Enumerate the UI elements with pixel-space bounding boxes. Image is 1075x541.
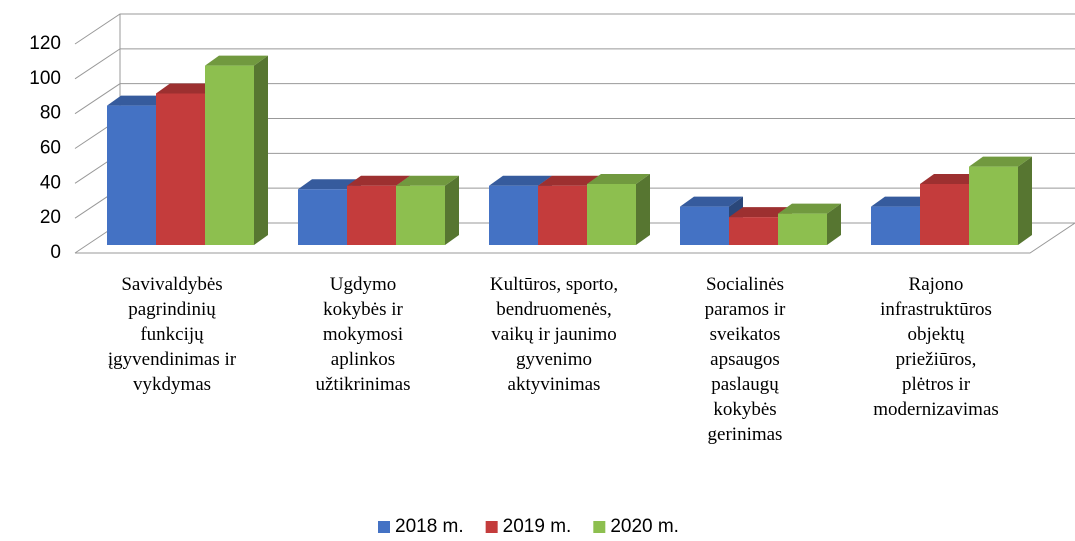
bar-side [445,175,459,245]
bar-front [729,217,778,245]
bar-top [778,203,841,214]
bar-top [107,95,170,106]
y-tick-label: 0 [50,242,61,263]
floor-edge [75,222,1075,254]
bar-side [254,55,268,245]
bar [969,156,1032,245]
grid-line [74,13,1075,45]
bar-top [156,83,219,94]
x-tick-label: Rajono infrastruktūros objektų priežiūro… [873,274,999,420]
y-tick-label: 120 [29,33,61,54]
x-tick-label: Kultūros, sporto, bendruomenės, vaikų ir… [489,274,619,395]
bar-top [920,174,983,185]
bar-top [969,156,1032,167]
bar-front [778,213,827,245]
x-tick-label: Socialinės paramos ir sveikatos apsaugos… [704,274,786,445]
legend-label: 2018 m. [395,516,464,537]
bar-front [680,206,729,245]
x-tick-label: Ugdymo kokybės ir mokymosi aplinkos užti… [315,274,411,395]
bar [396,175,459,245]
bar [778,203,841,245]
bar-front [969,166,1018,245]
bar-front [156,93,205,245]
bar-front [538,185,587,245]
bar-side [1018,156,1032,245]
bar-top [680,196,743,207]
legend-swatch [593,521,606,533]
x-tick-label: Savivaldybės pagrindinių funkcijų įgyven… [107,274,237,395]
y-tick-label: 80 [40,103,61,124]
legend-swatch [485,521,498,533]
bar-front [205,65,254,245]
bar-front [871,206,920,245]
bar-front [396,185,445,245]
bar-top [729,207,792,218]
bar-front [107,105,156,246]
bar-top [205,55,268,66]
bar-side [636,174,650,245]
y-tick-label: 60 [40,138,61,159]
y-tick-label: 20 [40,207,61,228]
bar-top [538,175,601,186]
bar-front [587,184,636,245]
bar-top [396,175,459,186]
bar-front [298,189,347,245]
legend-swatch [378,521,390,533]
bar [205,55,268,245]
legend-label: 2020 m. [610,516,679,537]
bar-top [489,175,552,186]
bar-front [920,184,969,245]
legend-label: 2019 m. [503,516,572,537]
bar-top [587,174,650,185]
bar-front [489,185,538,245]
bar-front [347,185,396,245]
bar-side [827,203,841,245]
bar-top [298,179,361,190]
y-tick-label: 100 [29,68,61,89]
bar-top [347,175,410,186]
bar-top [871,196,934,207]
y-tick-label: 40 [40,172,61,193]
bar [587,174,650,245]
